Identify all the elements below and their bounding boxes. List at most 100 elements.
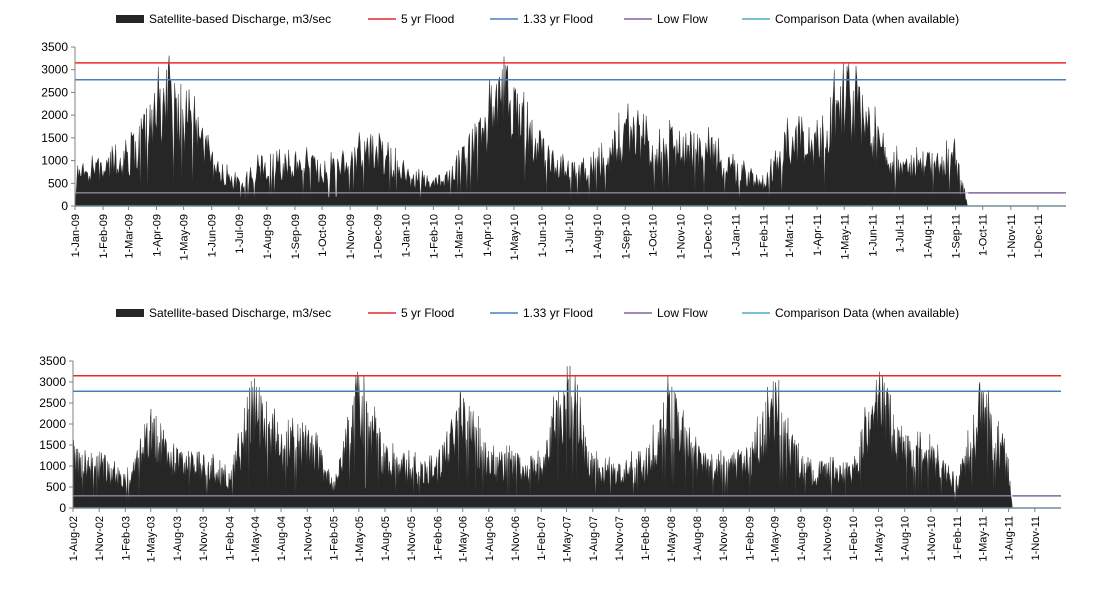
y-tick-label: 1500 [41, 131, 68, 145]
x-tick-label: 1-Nov-05 [406, 516, 418, 561]
legend-item: Comparison Data (when available) [742, 306, 959, 320]
x-tick-label: 1-Feb-10 [848, 516, 860, 561]
x-tick-label: 1-Jul-10 [564, 214, 576, 254]
x-tick-label: 1-Feb-09 [744, 516, 756, 561]
x-tick-label: 1-May-09 [770, 516, 782, 562]
x-tick-label: 1-Jan-11 [731, 214, 743, 257]
legend-label: Low Flow [657, 306, 708, 320]
legend: Satellite-based Discharge, m3/sec 5 yr Fl… [116, 12, 959, 26]
y-tick-label: 2000 [41, 108, 68, 122]
x-tick-label: 1-Aug-09 [796, 516, 808, 561]
x-tick-label: 1-May-06 [458, 516, 470, 562]
legend-label: Low Flow [657, 12, 708, 26]
legend-label: 5 yr Flood [401, 12, 454, 26]
y-tick-label: 3500 [41, 40, 68, 54]
x-tick-label: 1-Mar-10 [454, 214, 466, 259]
x-tick-label: 1-May-11 [977, 516, 989, 562]
x-tick-label: 1-May-09 [179, 214, 191, 260]
legend-swatch [116, 309, 144, 317]
x-tick-label: 1-Oct-11 [978, 214, 990, 256]
x-tick-label: 1-Aug-09 [262, 214, 274, 259]
x-tick-label: 1-Feb-05 [328, 516, 340, 561]
x-tick-label: 1-Aug-02 [68, 516, 80, 561]
legend-label: Satellite-based Discharge, m3/sec [149, 306, 331, 320]
x-tick-label: 1-Jul-11 [894, 214, 906, 253]
x-tick-label: 1-Aug-10 [900, 516, 912, 561]
y-tick-label: 2000 [39, 417, 66, 431]
x-tick-label: 1-Feb-09 [98, 214, 110, 259]
y-tick-label: 500 [46, 480, 66, 494]
y-tick-label: 2500 [39, 396, 66, 410]
legend-label: Comparison Data (when available) [775, 12, 959, 26]
x-tick-label: 1-Apr-10 [482, 214, 494, 257]
x-tick-label: 1-Nov-10 [675, 214, 687, 259]
y-tick-label: 1000 [39, 459, 66, 473]
x-tick-label: 1-Apr-11 [812, 214, 824, 256]
x-tick-label: 1-Sep-10 [620, 214, 632, 259]
x-tick-label: 1-Nov-03 [198, 516, 210, 561]
x-tick-label: 1-Nov-09 [345, 214, 357, 259]
x-tick-label: 1-Sep-09 [290, 214, 302, 259]
legend-label: Satellite-based Discharge, m3/sec [149, 12, 331, 26]
legend-item: 5 yr Flood [368, 12, 454, 26]
y-tick-label: 3000 [41, 63, 68, 77]
x-tick-label: 1-Mar-11 [784, 214, 796, 258]
x-tick-label: 1-Mar-09 [123, 214, 135, 259]
x-tick-label: 1-Jun-09 [207, 214, 219, 257]
legend-item: 1.33 yr Flood [490, 12, 593, 26]
x-tick-label: 1-Feb-03 [120, 516, 132, 561]
x-tick-label: 1-Sep-11 [951, 214, 963, 258]
x-tick-label: 1-Nov-09 [822, 516, 834, 561]
x-tick-label: 1-Nov-11 [1030, 516, 1042, 560]
x-tick-label: 1-Nov-06 [510, 516, 522, 561]
x-tick-label: 1-Nov-02 [94, 516, 106, 561]
y-tick-label: 500 [48, 176, 68, 190]
x-tick-label: 1-Jan-10 [400, 214, 412, 257]
legend-item: Comparison Data (when available) [742, 12, 959, 26]
chart-top: Satellite-based Discharge, m3/sec 5 yr Fl… [41, 12, 1066, 260]
x-tick-label: 1-Dec-09 [372, 214, 384, 259]
x-tick-label: 1-Jan-09 [70, 214, 82, 257]
y-tick-label: 0 [61, 199, 68, 213]
x-tick-label: 1-May-08 [666, 516, 678, 562]
x-tick-label: 1-May-07 [562, 516, 574, 562]
x-tick-label: 1-Dec-11 [1033, 214, 1045, 258]
legend-item: 1.33 yr Flood [490, 306, 593, 320]
legend-label: 1.33 yr Flood [523, 306, 593, 320]
x-tick-label: 1-Jun-11 [867, 214, 879, 257]
legend-label: 5 yr Flood [401, 306, 454, 320]
x-tick-label: 1-May-10 [509, 214, 521, 260]
y-tick-label: 0 [59, 501, 66, 515]
x-tick-label: 1-Feb-10 [428, 214, 440, 259]
x-tick-label: 1-Feb-11 [759, 214, 771, 258]
x-tick-label: 1-Oct-09 [317, 214, 329, 257]
x-tick-label: 1-Apr-09 [151, 214, 163, 257]
x-tick-label: 1-May-11 [839, 214, 851, 260]
x-tick-label: 1-Dec-10 [703, 214, 715, 259]
x-tick-label: 1-May-10 [874, 516, 886, 562]
y-tick-label: 3500 [39, 354, 66, 368]
x-tick-label: 1-Nov-11 [1006, 214, 1018, 258]
x-tick-label: 1-Aug-07 [588, 516, 600, 561]
x-tick-label: 1-Nov-08 [718, 516, 730, 561]
x-tick-label: 1-Aug-10 [592, 214, 604, 259]
discharge-area [74, 55, 969, 207]
x-tick-label: 1-Aug-03 [172, 516, 184, 561]
x-tick-label: 1-Nov-04 [302, 516, 314, 561]
x-tick-label: 1-Jun-10 [537, 214, 549, 257]
x-tick-label: 1-May-05 [354, 516, 366, 562]
legend-item: 5 yr Flood [368, 306, 454, 320]
chart-bottom: Satellite-based Discharge, m3/sec 5 yr Fl… [39, 306, 1061, 562]
legend: Satellite-based Discharge, m3/sec 5 yr Fl… [116, 306, 959, 320]
x-tick-label: 1-Feb-07 [536, 516, 548, 561]
legend-item: Low Flow [624, 306, 708, 320]
legend-item: Low Flow [624, 12, 708, 26]
legend-item: Satellite-based Discharge, m3/sec [116, 306, 331, 320]
legend-item: Satellite-based Discharge, m3/sec [116, 12, 331, 26]
y-tick-label: 3000 [39, 375, 66, 389]
x-tick-label: 1-Aug-08 [692, 516, 704, 561]
discharge-area [72, 365, 1013, 509]
x-tick-label: 1-Aug-06 [484, 516, 496, 561]
x-tick-label: 1-Feb-08 [640, 516, 652, 561]
